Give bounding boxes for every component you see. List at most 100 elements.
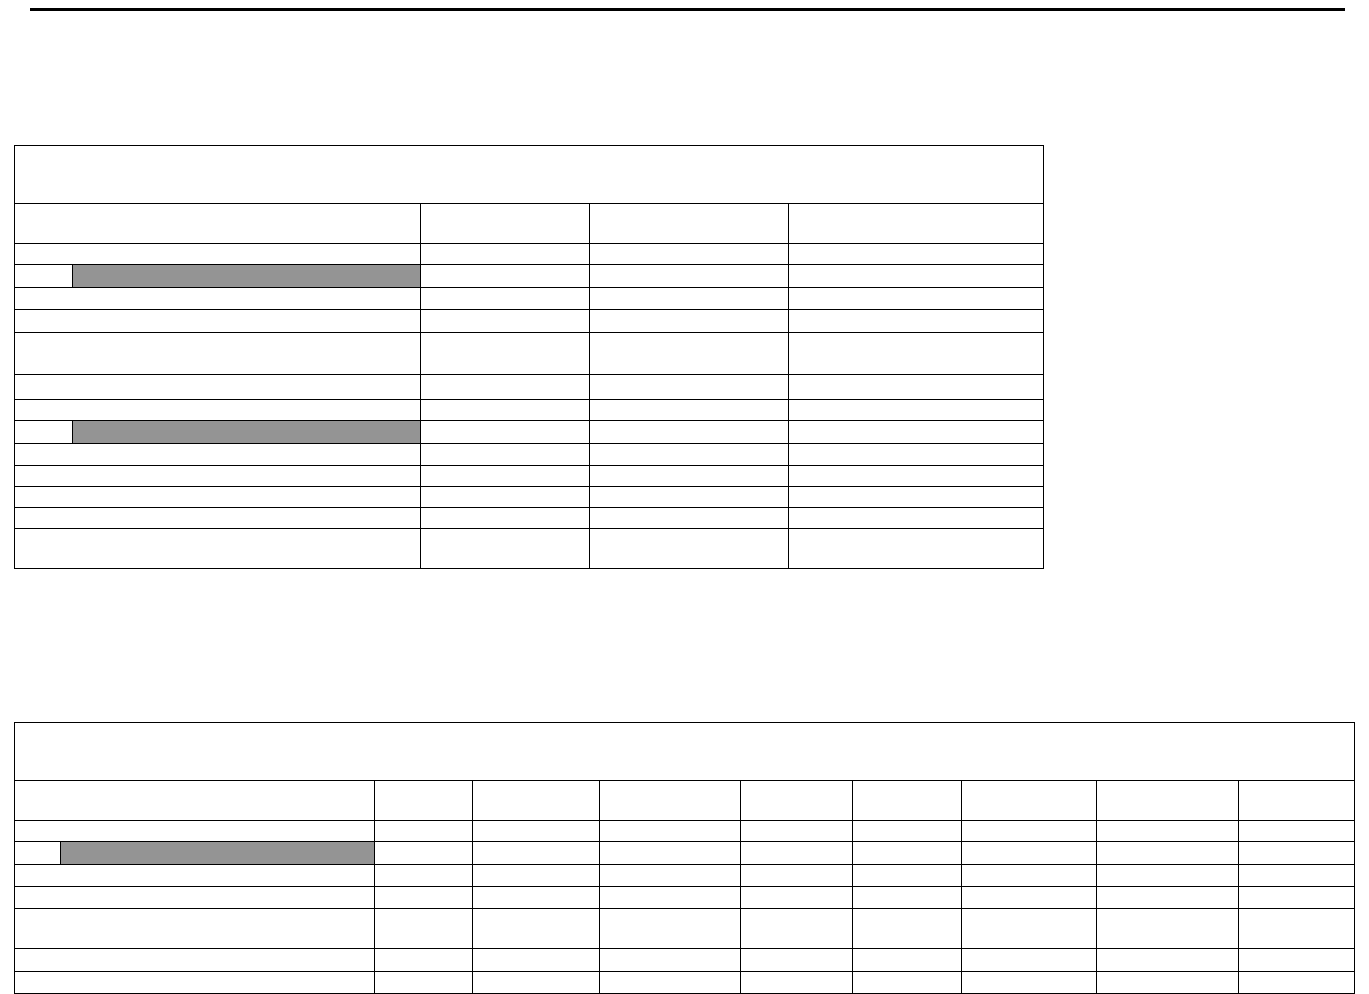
table-cell [788,374,1044,400]
column-header-text [1098,782,1238,786]
cell-text [963,950,1096,954]
table-cell [788,486,1044,508]
cell-text [963,866,1096,870]
section-notch [15,421,73,443]
table-cell [374,886,473,909]
table-cell [589,264,789,288]
table-cell [1096,864,1239,887]
column-header-cell [374,780,473,821]
table-cell [420,264,590,288]
table-cell [599,886,741,909]
cell-text [591,467,788,471]
table-cell [472,841,600,865]
cell-text [422,376,589,380]
cell-text [16,950,374,954]
table-cell [420,287,590,310]
cell-text [16,488,420,492]
table-cell [961,841,1097,865]
table-cell [374,820,473,842]
table-cell [852,971,962,994]
cell-text [742,888,852,892]
column-header-text [16,782,374,786]
cell-text [16,973,374,977]
table-row [14,332,1044,375]
cell-text [376,973,472,977]
table-cell [961,820,1097,842]
table-cell [1238,908,1355,949]
cell-text [591,334,788,338]
table-cell [961,971,1097,994]
table-cell [852,886,962,909]
cell-text [963,973,1096,977]
section-header-first-cell [14,264,421,288]
table-cell [589,243,789,265]
table-cell [472,820,600,842]
cell-text [591,311,788,315]
table-title-cell [14,145,1044,204]
table-cell [788,287,1044,310]
column-header-cell [1238,780,1355,821]
cell-text [790,509,1043,513]
column-header-text [474,782,599,786]
cell-text [422,334,589,338]
table-cell [1096,908,1239,949]
table-cell [14,864,375,887]
table-cell [1096,820,1239,842]
table-cell [740,820,853,842]
table-cell [852,864,962,887]
table-cell [788,309,1044,333]
table-cell [472,971,600,994]
cell-text [790,401,1043,405]
cell-text [1240,950,1354,954]
table-cell [599,948,741,972]
section-notch [15,842,61,864]
cell-text [16,910,374,914]
table-cell [788,420,1044,444]
cell-text [601,950,740,954]
cell-text [591,289,788,293]
table-cell [589,309,789,333]
table-cell [589,399,789,421]
table-cell [1096,971,1239,994]
cell-text [16,866,374,870]
cell-text [1240,888,1354,892]
table-cell [788,332,1044,375]
cell-text [376,843,472,847]
table-cell [589,507,789,529]
column-header-cell [589,203,789,244]
table-cell [14,528,421,569]
cell-text [376,950,472,954]
table-cell [599,971,741,994]
cell-text [376,822,472,826]
cell-text [1098,950,1238,954]
table-cell [599,908,741,949]
table-cell [420,443,590,466]
table-cell [852,820,962,842]
cell-text [601,866,740,870]
cell-text [16,467,420,471]
table-cell [788,264,1044,288]
table-title-text [16,147,1043,151]
cell-text [1240,973,1354,977]
section-band [73,421,420,443]
table-title-text [16,724,1354,728]
cell-text [591,401,788,405]
table-cell [420,309,590,333]
table-cell [14,287,421,310]
cell-text [1240,866,1354,870]
cell-text [474,822,599,826]
cell-text [474,973,599,977]
table-cell [1238,948,1355,972]
cell-text [376,910,472,914]
table-cell [740,864,853,887]
cell-text [591,266,788,270]
cell-text [601,843,740,847]
section-header-row [14,264,1044,288]
cell-text [854,910,961,914]
column-header-cell [740,780,853,821]
table-cell [589,374,789,400]
section-label [61,843,374,847]
table-cell [374,841,473,865]
table-cell [599,820,741,842]
cell-text [790,289,1043,293]
